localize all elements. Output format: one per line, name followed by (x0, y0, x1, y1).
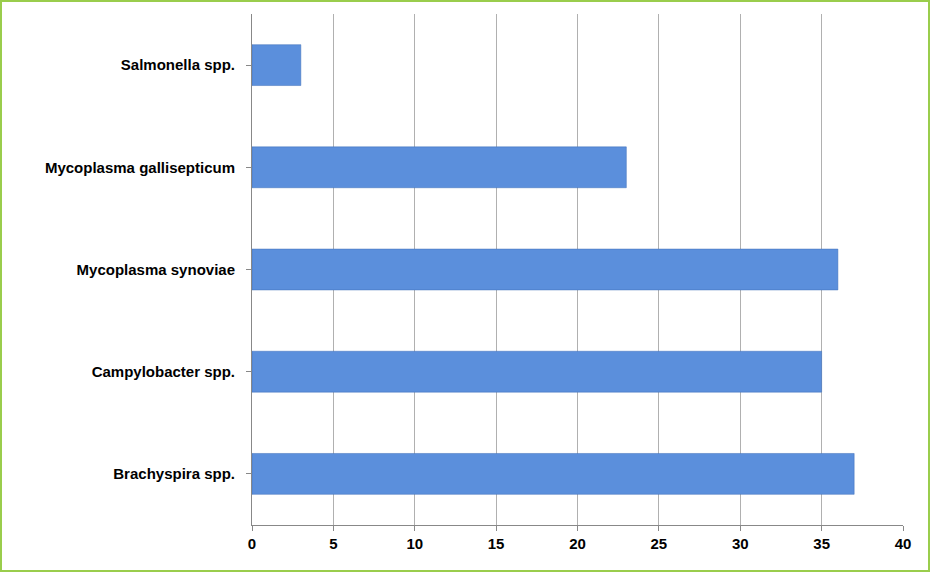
svg-text:Mycoplasma gallisepticum: Mycoplasma gallisepticum (45, 159, 235, 176)
svg-text:20: 20 (569, 535, 586, 552)
svg-text:40: 40 (895, 535, 912, 552)
svg-text:25: 25 (651, 535, 668, 552)
svg-text:5: 5 (329, 535, 337, 552)
svg-text:Campylobacter spp.: Campylobacter spp. (92, 363, 235, 380)
svg-text:15: 15 (488, 535, 505, 552)
svg-text:35: 35 (813, 535, 830, 552)
svg-text:Mycoplasma synoviae: Mycoplasma synoviae (77, 261, 235, 278)
svg-text:10: 10 (406, 535, 423, 552)
svg-text:30: 30 (732, 535, 749, 552)
svg-text:Brachyspira spp.: Brachyspira spp. (113, 465, 235, 482)
svg-text:Salmonella spp.: Salmonella spp. (121, 56, 235, 73)
svg-text:0: 0 (248, 535, 256, 552)
